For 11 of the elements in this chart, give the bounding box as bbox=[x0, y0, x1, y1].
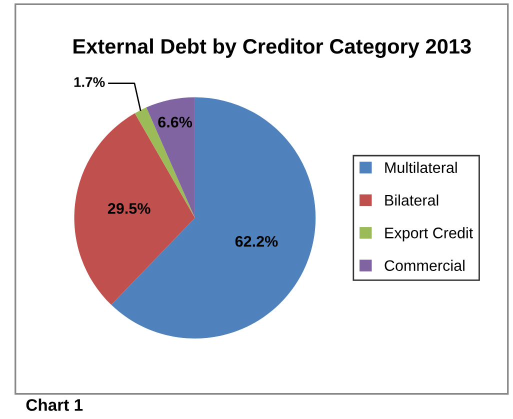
caption: Chart 1 bbox=[26, 398, 83, 411]
data-label: 6.6% bbox=[158, 116, 192, 128]
chart-title: External Debt by Creditor Category 2013 bbox=[74, 38, 471, 58]
data-label: 1.7% bbox=[74, 77, 105, 87]
legend-label: Export Credit bbox=[385, 227, 474, 242]
data-label: 62.2% bbox=[235, 236, 278, 247]
legend-label: Multilateral bbox=[385, 162, 457, 174]
legend-label: Commercial bbox=[384, 260, 464, 272]
data-label: 29.5% bbox=[108, 203, 150, 214]
legend-label: Bilateral bbox=[385, 194, 438, 206]
pie-slice bbox=[74, 113, 195, 305]
